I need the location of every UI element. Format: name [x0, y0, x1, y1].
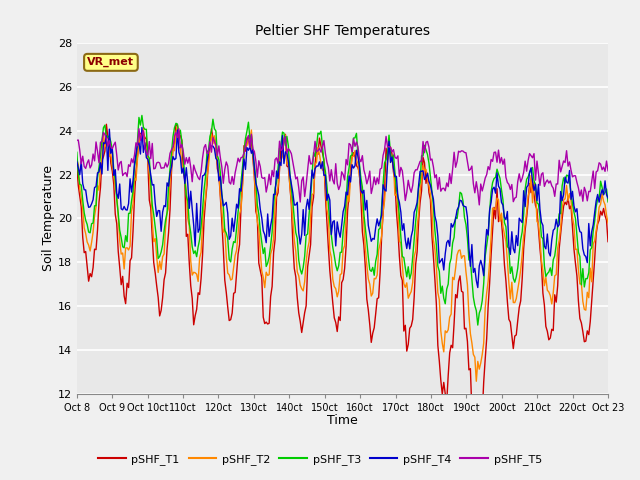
Y-axis label: Soil Temperature: Soil Temperature	[42, 166, 55, 271]
Title: Peltier SHF Temperatures: Peltier SHF Temperatures	[255, 24, 430, 38]
Legend: pSHF_T1, pSHF_T2, pSHF_T3, pSHF_T4, pSHF_T5: pSHF_T1, pSHF_T2, pSHF_T3, pSHF_T4, pSHF…	[93, 450, 547, 469]
X-axis label: Time: Time	[327, 414, 358, 427]
Text: VR_met: VR_met	[88, 57, 134, 68]
